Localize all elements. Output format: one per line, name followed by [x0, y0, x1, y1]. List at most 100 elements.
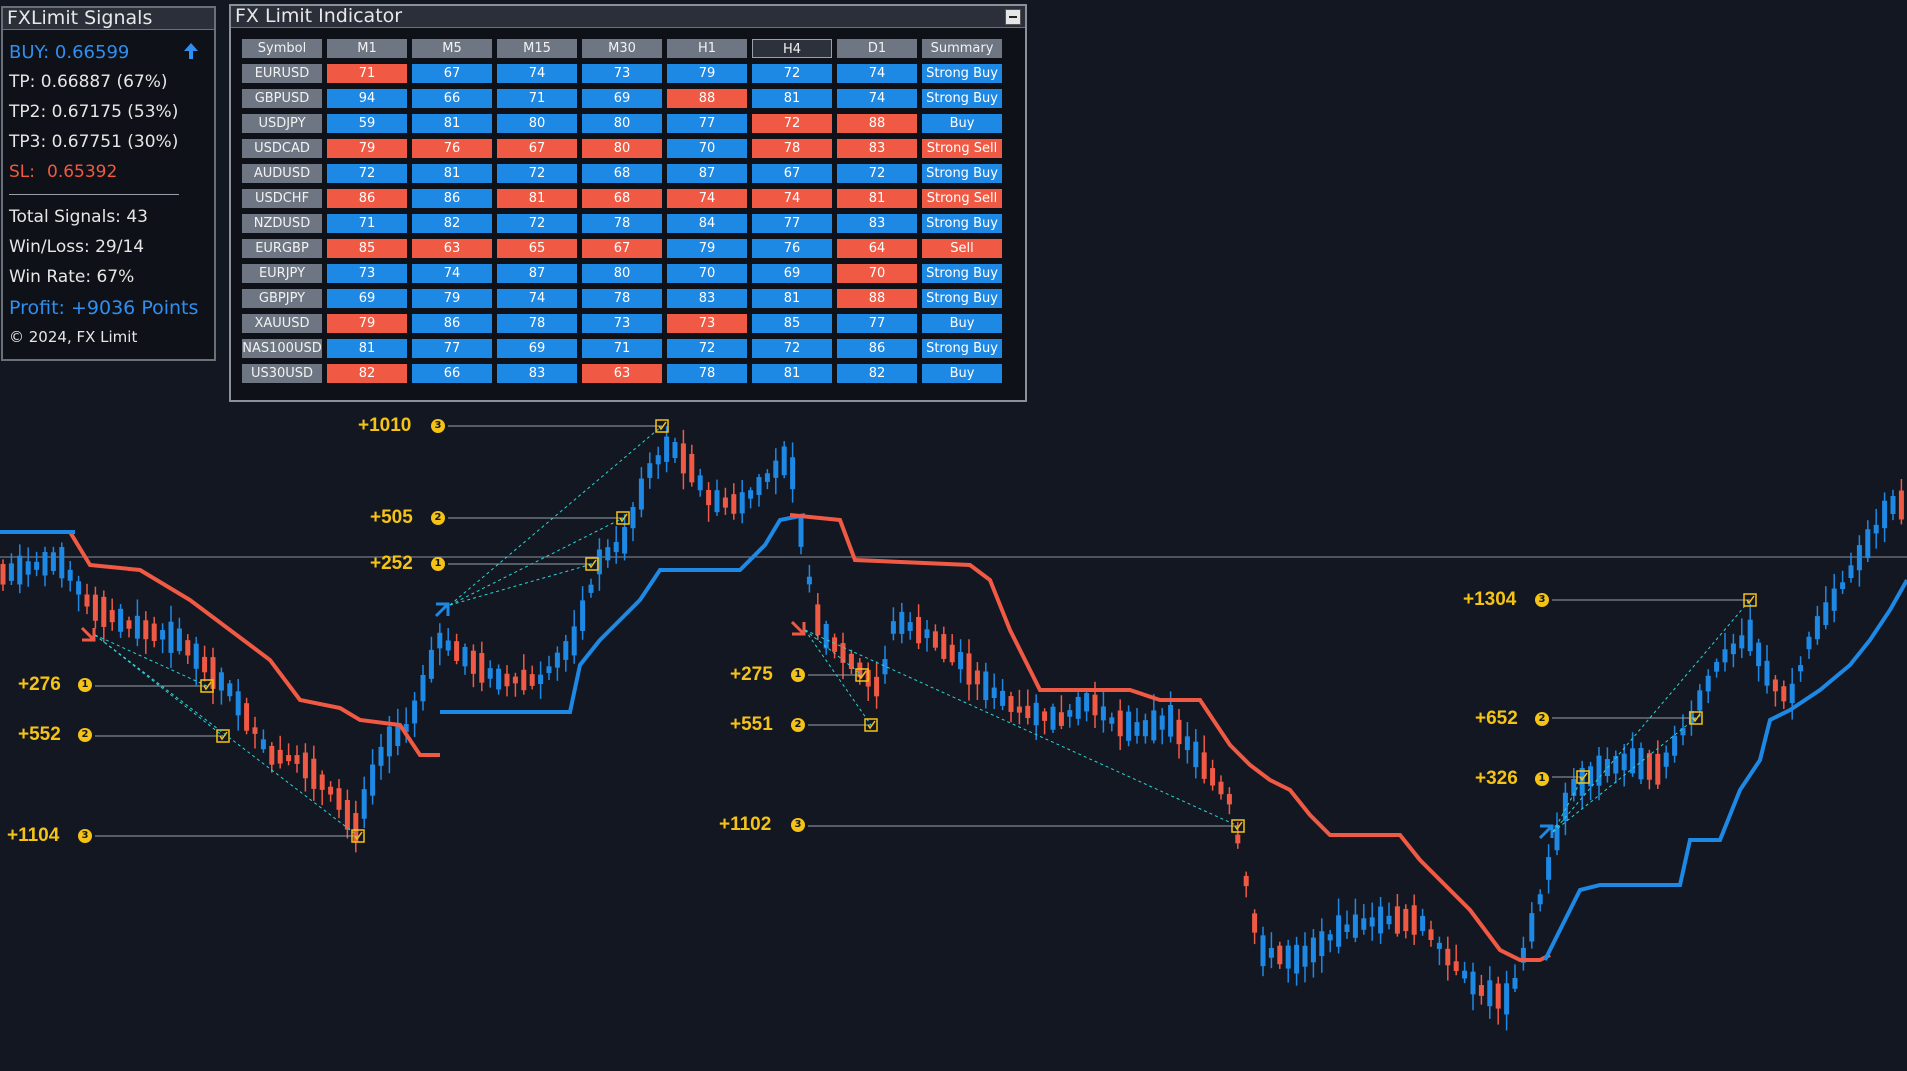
profit-label: +551 — [730, 714, 773, 735]
column-header[interactable]: M30 — [582, 39, 662, 58]
candle-body — [588, 584, 594, 593]
candle-body — [773, 460, 779, 478]
trailing-stop-line — [1543, 579, 1907, 961]
candle-body — [1806, 636, 1812, 650]
candle-body — [664, 436, 670, 462]
candle-body — [1277, 945, 1283, 965]
strength-cell: 88 — [837, 289, 917, 308]
symbol-cell[interactable]: EURUSD — [242, 64, 322, 83]
symbol-cell[interactable]: EURJPY — [242, 264, 322, 283]
candle-body — [1184, 736, 1190, 751]
profit-label: +326 — [1475, 768, 1518, 789]
summary-cell: Strong Sell — [922, 139, 1002, 158]
symbol-cell[interactable]: XAUUSD — [242, 314, 322, 333]
candle-body — [983, 671, 989, 701]
stop-loss-value: 0.65392 — [47, 162, 118, 182]
candle-body — [311, 758, 317, 789]
summary-cell: Strong Buy — [922, 214, 1002, 233]
candle-body — [857, 662, 863, 678]
candle-body — [714, 490, 720, 513]
candle-body — [1268, 947, 1274, 958]
signals-panel[interactable]: FXLimit Signals BUY: 0.66599 TP: 0.66887… — [1, 6, 216, 361]
candle-body — [151, 623, 157, 641]
win-loss: Win/Loss: 29/14 — [9, 237, 145, 257]
candle-body — [974, 670, 980, 685]
strength-cell: 80 — [582, 114, 662, 133]
candle-body — [395, 723, 401, 747]
candle-body — [1252, 913, 1258, 933]
column-header[interactable]: Symbol — [242, 39, 322, 58]
target-path-line — [449, 517, 624, 606]
checkmark-icon — [619, 513, 628, 523]
strength-cell: 71 — [582, 339, 662, 358]
column-header[interactable]: H4 — [752, 39, 832, 58]
summary-cell: Buy — [922, 114, 1002, 133]
strength-cell: 78 — [582, 289, 662, 308]
strength-cell: 82 — [327, 364, 407, 383]
candle-body — [218, 672, 224, 691]
candle-body — [134, 615, 140, 639]
candle-body — [1126, 711, 1132, 741]
strength-cell: 83 — [837, 139, 917, 158]
minimize-button[interactable] — [1005, 9, 1021, 25]
column-header[interactable]: Summary — [922, 39, 1002, 58]
symbol-cell[interactable]: NAS100USD — [242, 339, 322, 358]
table-row: GBPUSD 94 66 71 69 88 81 74 Strong Buy — [242, 89, 1007, 114]
symbol-cell[interactable]: USDJPY — [242, 114, 322, 133]
target-path-line — [1552, 776, 1584, 833]
profit-label: +276 — [18, 674, 61, 695]
candle-body — [605, 547, 611, 561]
strength-cell: 72 — [327, 164, 407, 183]
symbol-cell[interactable]: EURGBP — [242, 239, 322, 258]
symbol-cell[interactable]: USDCHF — [242, 189, 322, 208]
symbol-cell[interactable]: USDCAD — [242, 139, 322, 158]
candle-body — [1588, 766, 1594, 787]
candle-body — [1730, 643, 1736, 655]
symbol-cell[interactable]: GBPJPY — [242, 289, 322, 308]
symbol-cell[interactable]: NZDUSD — [242, 214, 322, 233]
strength-cell: 77 — [412, 339, 492, 358]
candle-body — [126, 620, 132, 629]
candle-body — [1218, 781, 1224, 795]
target-number-icon: 3 — [791, 818, 805, 832]
column-header[interactable]: M1 — [327, 39, 407, 58]
strength-cell: 83 — [667, 289, 747, 308]
candle-body — [1772, 679, 1778, 692]
candle-body — [1369, 917, 1375, 927]
strength-cell: 70 — [837, 264, 917, 283]
strength-cell: 81 — [412, 164, 492, 183]
candle-body — [512, 676, 518, 684]
symbol-cell[interactable]: GBPUSD — [242, 89, 322, 108]
target-path-line — [94, 634, 208, 687]
column-header[interactable]: H1 — [667, 39, 747, 58]
total-signals: Total Signals: 43 — [9, 207, 148, 227]
column-header[interactable]: D1 — [837, 39, 917, 58]
column-header[interactable]: M15 — [497, 39, 577, 58]
candle-body — [1378, 906, 1384, 934]
candle-body — [1688, 711, 1694, 724]
candle-body — [302, 752, 308, 779]
table-row: USDCAD 79 76 67 80 70 78 83 Strong Sell — [242, 139, 1007, 164]
candle-body — [101, 596, 107, 627]
symbol-cell[interactable]: AUDUSD — [242, 164, 322, 183]
candle-body — [50, 552, 56, 571]
symbol-cell[interactable]: US30USD — [242, 364, 322, 383]
signals-panel-title: FXLimit Signals — [3, 8, 214, 30]
candle-body — [1134, 722, 1140, 736]
target-hit-icon — [216, 729, 230, 743]
summary-cell: Strong Buy — [922, 289, 1002, 308]
column-header[interactable]: M5 — [412, 39, 492, 58]
take-profit-2: TP2: 0.67175 (53%) — [9, 102, 179, 122]
candle-body — [1050, 706, 1056, 730]
strength-cell: 68 — [582, 164, 662, 183]
summary-cell: Strong Buy — [922, 89, 1002, 108]
candle-body — [353, 813, 359, 843]
candle-body — [1504, 983, 1510, 1015]
indicator-panel[interactable]: FX Limit Indicator Symbol M1 M5 M15 M30 H1 H4 D… — [229, 4, 1027, 402]
summary-cell: Strong Buy — [922, 339, 1002, 358]
candle-body — [1445, 948, 1451, 966]
candle-body — [0, 563, 6, 585]
buy-arrow-icon — [434, 602, 450, 618]
candle-body — [1487, 980, 1493, 1007]
